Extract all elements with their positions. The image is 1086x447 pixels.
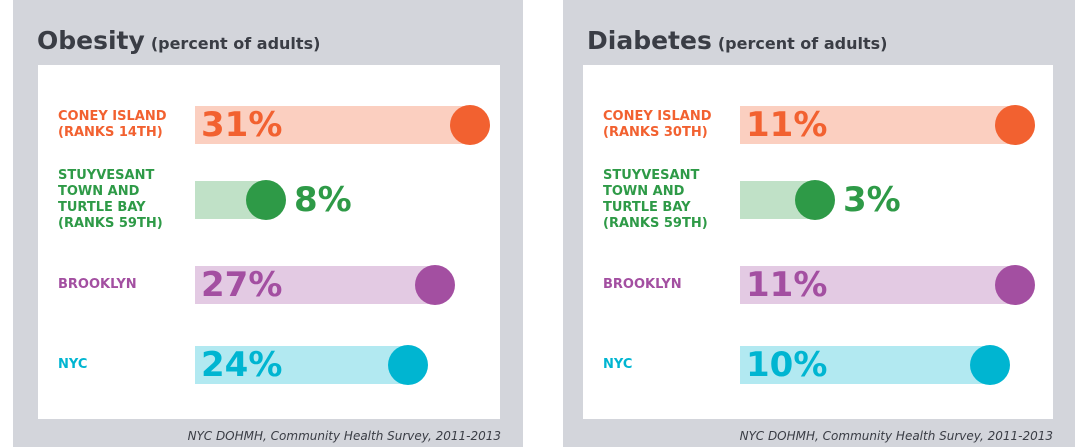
bar-end: [995, 105, 1035, 145]
bar: [195, 105, 490, 145]
bar-end: [970, 345, 1010, 385]
title-row: Obesity (percent of adults): [37, 26, 320, 55]
category-label: BROOKLYN: [58, 277, 137, 292]
category-label: NYC: [58, 357, 88, 372]
chart-subtitle: (percent of adults): [150, 34, 321, 53]
value-label: 8%: [293, 180, 352, 220]
category-label: BROOKLYN: [603, 277, 682, 292]
bar-end: [387, 345, 428, 385]
bar: [195, 180, 286, 220]
category-label: STUYVESANT TOWN AND TURTLE BAY (RANKS 59…: [603, 168, 708, 231]
source-note: NYC DOHMH, Community Health Survey, 2011…: [187, 429, 501, 443]
value-label: 3%: [843, 180, 901, 220]
value-label: 11%: [746, 265, 828, 305]
chart-title: Obesity: [37, 26, 145, 55]
category-label: STUYVESANT TOWN AND TURTLE BAY (RANKS 59…: [58, 168, 163, 231]
title-row: Diabetes (percent of adults): [587, 26, 887, 55]
bar: [740, 345, 1010, 385]
bar-end: [995, 265, 1035, 305]
chart-subtitle: (percent of adults): [717, 34, 888, 53]
bar-end: [450, 105, 490, 145]
bar-end: [795, 180, 835, 220]
bar: [195, 265, 455, 305]
value-label: 10%: [746, 345, 828, 385]
bar: [195, 345, 428, 385]
value-label: 11%: [746, 105, 828, 145]
value-label: 27%: [201, 265, 283, 305]
bar: [740, 105, 1035, 145]
category-label: NYC: [603, 357, 633, 372]
category-label: CONEY ISLAND (RANKS 14TH): [58, 109, 167, 140]
chart-title: Diabetes: [587, 26, 712, 55]
bar: [740, 180, 835, 220]
bar-end: [245, 180, 286, 220]
category-label: CONEY ISLAND (RANKS 30TH): [603, 109, 712, 140]
value-label: 24%: [201, 345, 283, 385]
bar-end: [414, 265, 455, 305]
source-note: NYC DOHMH, Community Health Survey, 2011…: [739, 429, 1053, 443]
bar: [740, 265, 1035, 305]
value-label: 31%: [201, 105, 283, 145]
chart-panel: Diabetes (percent of adults) NYC DOHMH, Co…: [563, 0, 1075, 447]
chart-panel: Obesity (percent of adults) NYC DOHMH, Com…: [13, 0, 523, 447]
